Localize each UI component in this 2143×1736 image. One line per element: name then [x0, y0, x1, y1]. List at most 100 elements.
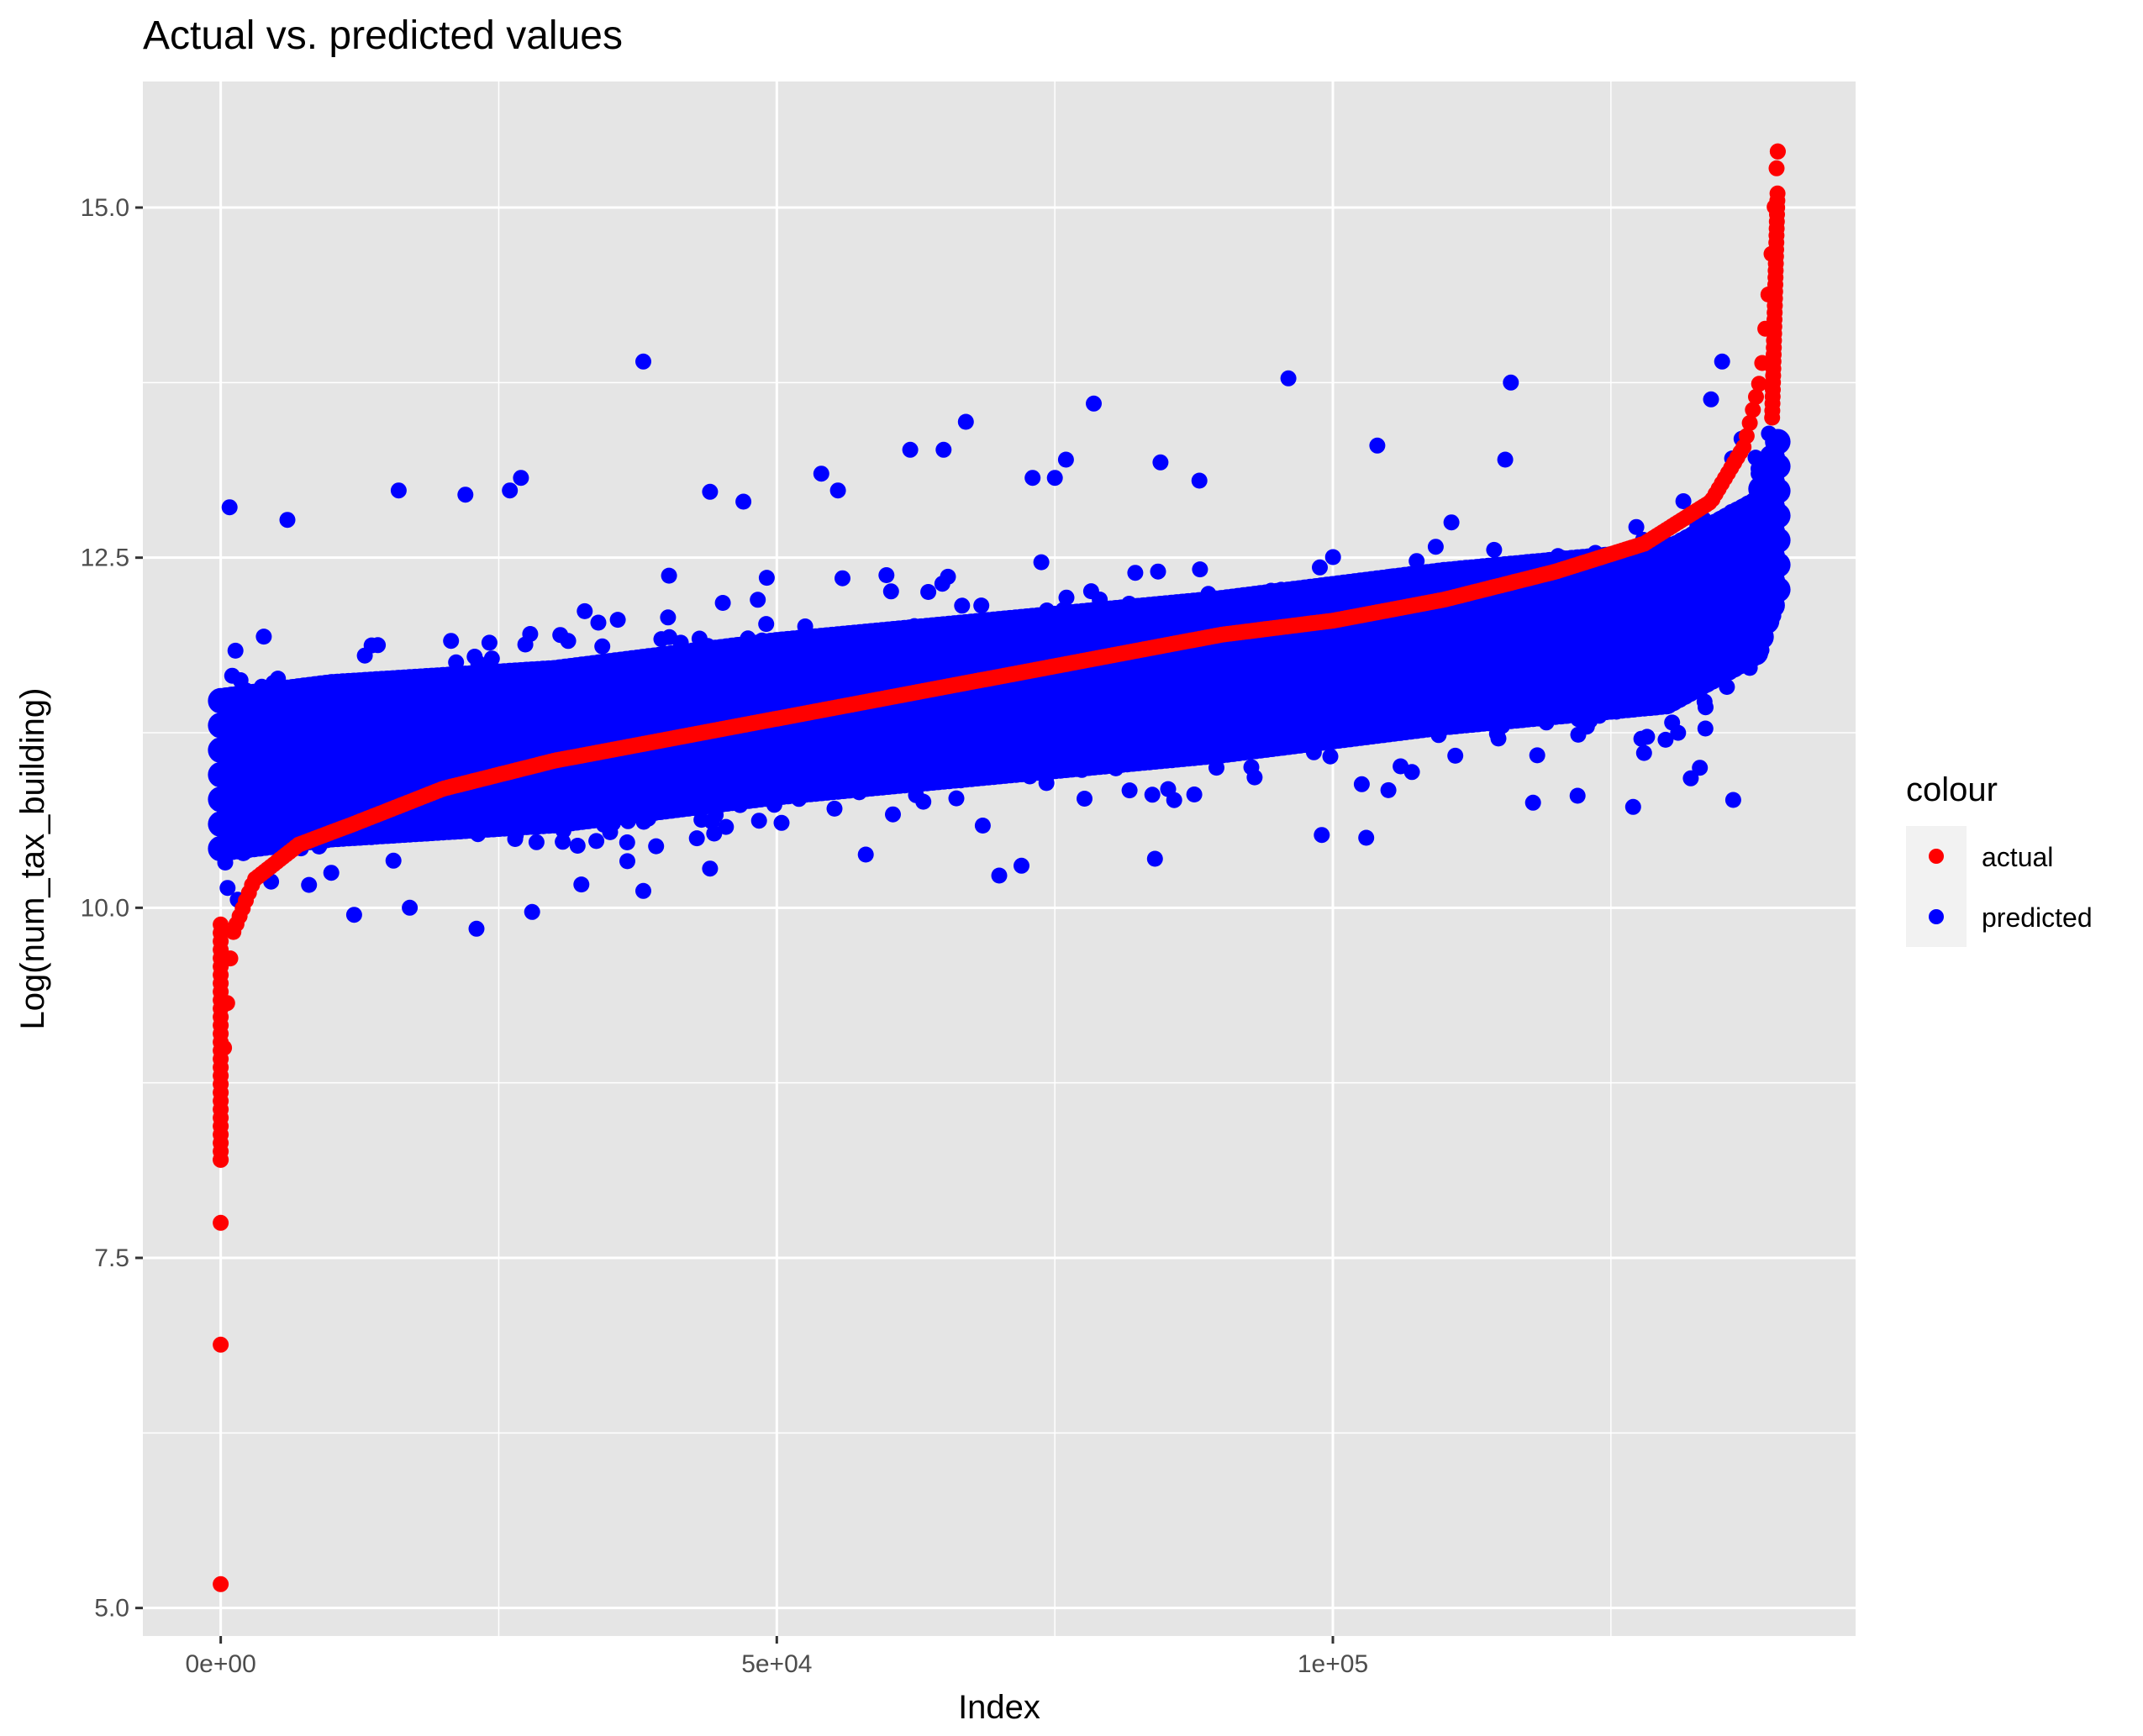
actual-point — [213, 1336, 229, 1353]
predicted-point — [468, 920, 485, 937]
predicted-point — [973, 597, 990, 614]
predicted-point — [1243, 759, 1260, 776]
predicted-point — [1765, 429, 1791, 455]
predicted-point — [594, 638, 611, 655]
predicted-point — [1191, 472, 1208, 489]
chart-title: Actual vs. predicted values — [143, 13, 623, 58]
predicted-point — [1529, 747, 1545, 764]
predicted-point — [920, 584, 937, 600]
predicted-point — [957, 413, 974, 430]
legend-title: colour — [1906, 771, 1998, 808]
predicted-point — [1152, 454, 1169, 471]
legend-label-actual: actual — [1982, 842, 2053, 872]
actual-point — [213, 1576, 229, 1592]
predicted-point — [835, 570, 850, 587]
predicted-point — [1628, 518, 1645, 535]
predicted-point — [1765, 527, 1791, 554]
predicted-point — [1765, 453, 1791, 480]
predicted-point — [1724, 792, 1741, 808]
actual-point — [213, 1214, 229, 1231]
predicted-point — [1639, 729, 1656, 745]
predicted-point — [1490, 730, 1507, 747]
predicted-point — [948, 790, 965, 807]
y-axis: 5.0 7.5 10.0 12.5 15.0 — [81, 194, 143, 1623]
predicted-point — [1624, 798, 1641, 815]
predicted-point — [1765, 576, 1791, 602]
predicted-point — [902, 441, 919, 458]
predicted-point — [1765, 502, 1791, 529]
predicted-point — [1380, 781, 1397, 798]
predicted-point — [1497, 451, 1514, 468]
predicted-point — [974, 818, 991, 834]
predicted-point — [1714, 353, 1730, 370]
predicted-point — [954, 597, 971, 614]
predicted-point — [991, 867, 1008, 884]
predicted-point — [588, 833, 605, 850]
predicted-point — [1682, 770, 1699, 786]
predicted-point — [466, 649, 483, 665]
predicted-point — [1322, 748, 1339, 765]
predicted-point — [1280, 370, 1297, 387]
predicted-point — [934, 576, 950, 592]
predicted-point — [1033, 554, 1050, 571]
actual-point — [1738, 428, 1755, 445]
predicted-point — [735, 493, 752, 510]
actual-point — [1748, 388, 1764, 405]
predicted-point — [714, 595, 731, 611]
predicted-point — [1657, 731, 1674, 748]
predicted-point — [1369, 437, 1386, 454]
predicted-point — [653, 631, 670, 648]
predicted-point — [483, 650, 500, 667]
predicted-point — [552, 627, 569, 644]
legend-label-predicted: predicted — [1982, 902, 2093, 933]
predicted-point — [829, 482, 846, 499]
predicted-point — [758, 570, 775, 587]
predicted-point — [513, 470, 529, 487]
actual-point — [1769, 185, 1786, 202]
predicted-point — [1570, 726, 1587, 743]
legend-dot-predicted — [1929, 909, 1944, 924]
predicted-point — [524, 903, 540, 920]
predicted-point — [688, 830, 705, 847]
actual-point — [1741, 414, 1758, 431]
predicted-point — [1486, 541, 1503, 558]
predicted-point — [356, 647, 373, 664]
predicted-point — [390, 482, 407, 499]
predicted-point — [457, 487, 474, 503]
predicted-point — [1443, 514, 1460, 531]
predicted-point — [885, 806, 901, 823]
actual-point — [1745, 402, 1761, 418]
predicted-point — [1127, 565, 1144, 581]
predicted-point — [1765, 478, 1791, 504]
predicted-point — [1698, 699, 1714, 716]
predicted-point — [703, 813, 720, 830]
predicted-point — [758, 616, 775, 633]
x-tick-label: 1e+05 — [1298, 1650, 1368, 1678]
major-gridlines — [143, 82, 1856, 1636]
predicted-point — [1635, 744, 1652, 761]
plot-panel — [143, 82, 1856, 1636]
y-tick-label: 10.0 — [81, 894, 129, 922]
predicted-point — [773, 814, 790, 831]
predicted-point — [221, 499, 238, 516]
predicted-point — [569, 838, 586, 854]
y-tick-label: 12.5 — [81, 544, 129, 572]
predicted-point — [1503, 374, 1519, 391]
predicted-point — [1524, 794, 1541, 811]
predicted-point — [323, 865, 340, 881]
predicted-point — [878, 567, 895, 583]
actual-point — [1769, 143, 1786, 160]
predicted-point — [1447, 747, 1464, 764]
predicted-point — [502, 482, 519, 499]
predicted-point — [1077, 791, 1093, 807]
predicted-point — [648, 838, 665, 855]
predicted-point — [1393, 758, 1409, 775]
predicted-point — [1046, 470, 1063, 487]
predicted-point — [1150, 563, 1166, 580]
predicted-point — [1058, 589, 1075, 606]
legend: colour actual predicted — [1906, 771, 2093, 947]
predicted-point — [1697, 720, 1714, 737]
predicted-point — [635, 882, 651, 899]
actual-point — [1768, 160, 1785, 176]
actual-point — [1751, 376, 1767, 392]
